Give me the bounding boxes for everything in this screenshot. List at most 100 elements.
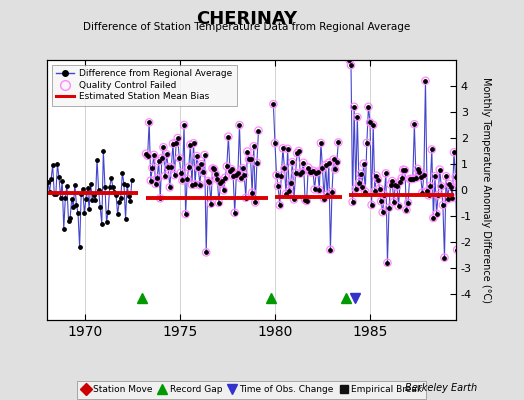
Point [355,180,363,186]
Point [184,164,193,170]
Point [245,156,253,162]
Point [105,184,114,190]
Point [242,194,250,201]
Point [212,171,220,178]
Point [358,184,366,190]
Point [316,140,325,146]
Point [364,104,373,110]
Point [398,175,406,182]
Point [395,203,403,209]
Point [454,181,463,188]
Point [177,170,185,176]
Point [305,168,314,175]
Point [153,175,161,181]
Point [315,187,323,193]
Point [201,152,209,158]
Point [110,189,118,195]
Point [204,178,212,184]
Point [128,177,136,183]
Point [175,155,183,161]
Point [385,205,393,211]
Point [280,165,289,172]
Point [175,155,183,161]
Point [202,249,211,256]
Point [189,140,198,146]
Point [197,161,205,167]
Point [181,211,190,217]
Point [386,181,395,188]
Point [301,196,309,203]
Point [374,176,382,183]
Point [410,121,419,128]
Point [199,169,207,176]
Point [457,170,466,177]
Point [454,181,463,188]
Point [398,175,406,182]
Point [122,216,130,222]
Point [183,176,191,182]
Point [43,179,52,185]
Point [238,165,247,172]
Point [431,173,439,179]
Point [448,195,456,201]
Point [283,146,292,152]
Point [428,146,436,153]
Point [107,175,115,181]
Point [366,119,374,126]
Point [231,210,239,216]
Point [333,159,341,165]
Point [364,104,373,110]
Point [432,211,441,217]
Point [393,183,401,190]
Point [439,202,447,208]
Point [334,139,343,146]
Point [331,166,340,173]
Point [348,199,357,205]
Point [224,134,233,140]
Point [197,161,205,167]
Point [345,57,354,63]
Point [294,148,303,154]
Point [246,155,255,162]
Point [145,119,154,126]
Point [68,196,76,202]
Point [216,180,225,186]
Point [432,211,441,217]
Point [115,198,123,205]
Point [156,195,165,202]
Point [450,149,458,156]
Point [298,169,306,176]
Point [148,164,157,171]
Point [237,175,245,182]
Point [435,166,444,173]
Point [420,172,428,178]
Point [426,183,434,189]
Point [330,156,338,163]
Point [99,148,107,154]
Point [172,140,180,146]
Point [274,183,282,189]
Point [254,127,263,134]
Point [90,192,98,198]
Point [304,164,312,171]
Point [253,160,261,166]
Point [410,121,419,128]
Legend: Station Move, Record Gap, Time of Obs. Change, Empirical Break: Station Move, Record Gap, Time of Obs. C… [77,381,427,399]
Point [104,208,112,215]
Point [151,181,160,187]
Point [210,166,219,172]
Point [407,176,416,182]
Point [318,165,326,172]
Point [316,140,325,146]
Point [437,183,445,190]
Point [194,165,202,171]
Point [74,210,82,216]
Point [350,104,358,110]
Point [232,172,241,178]
Point [287,180,295,186]
Point [451,174,460,180]
Point [66,215,74,222]
Point [186,142,194,148]
Point [391,182,400,188]
Point [358,184,366,190]
